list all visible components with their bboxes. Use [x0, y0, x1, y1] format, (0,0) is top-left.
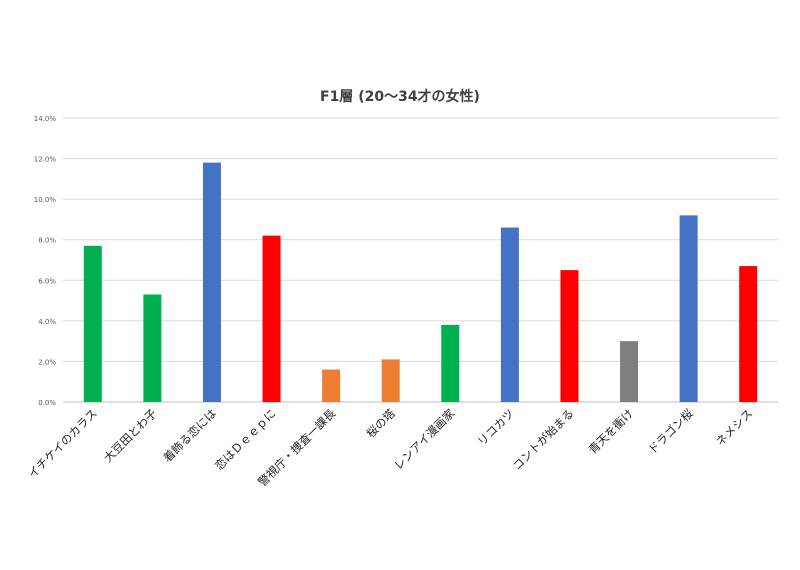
x-category-label: 桜の塔 [364, 406, 399, 441]
bar [500, 227, 519, 402]
x-category-label: イチケイのカラス [25, 406, 100, 481]
bar [262, 235, 281, 402]
bar [202, 162, 221, 402]
x-category-label: 恋はＤｅｅｐに [212, 406, 279, 473]
x-category-label: レンアイ漫画家 [391, 406, 458, 473]
x-category-label: コントが始まる [510, 406, 577, 473]
bar [620, 341, 639, 402]
bar [381, 359, 400, 402]
x-category-label: ネメシス [713, 406, 755, 448]
x-category-label: ドラゴン桜 [645, 406, 696, 457]
x-category-label: 着飾る恋には [160, 406, 219, 465]
y-tick-label: 2.0% [38, 358, 56, 366]
y-tick-label: 4.0% [38, 318, 56, 326]
bar [560, 270, 579, 402]
y-tick-label: 10.0% [34, 196, 57, 204]
y-tick-label: 0.0% [38, 399, 56, 407]
x-category-label: リコカツ [475, 406, 517, 448]
y-tick-label: 6.0% [38, 277, 56, 285]
chart-title: F1層 (20～34才の女性) [320, 89, 480, 105]
bar [143, 294, 162, 402]
y-tick-label: 14.0% [34, 115, 57, 123]
x-category-label: 大豆田とわ子 [101, 406, 160, 465]
bar [739, 266, 758, 402]
x-category-label: 青天を衝け [586, 406, 637, 457]
y-tick-label: 8.0% [38, 237, 56, 245]
bar [679, 215, 698, 402]
bar [83, 245, 102, 402]
bar [322, 369, 341, 402]
y-tick-label: 12.0% [34, 156, 57, 164]
bar [441, 324, 460, 402]
